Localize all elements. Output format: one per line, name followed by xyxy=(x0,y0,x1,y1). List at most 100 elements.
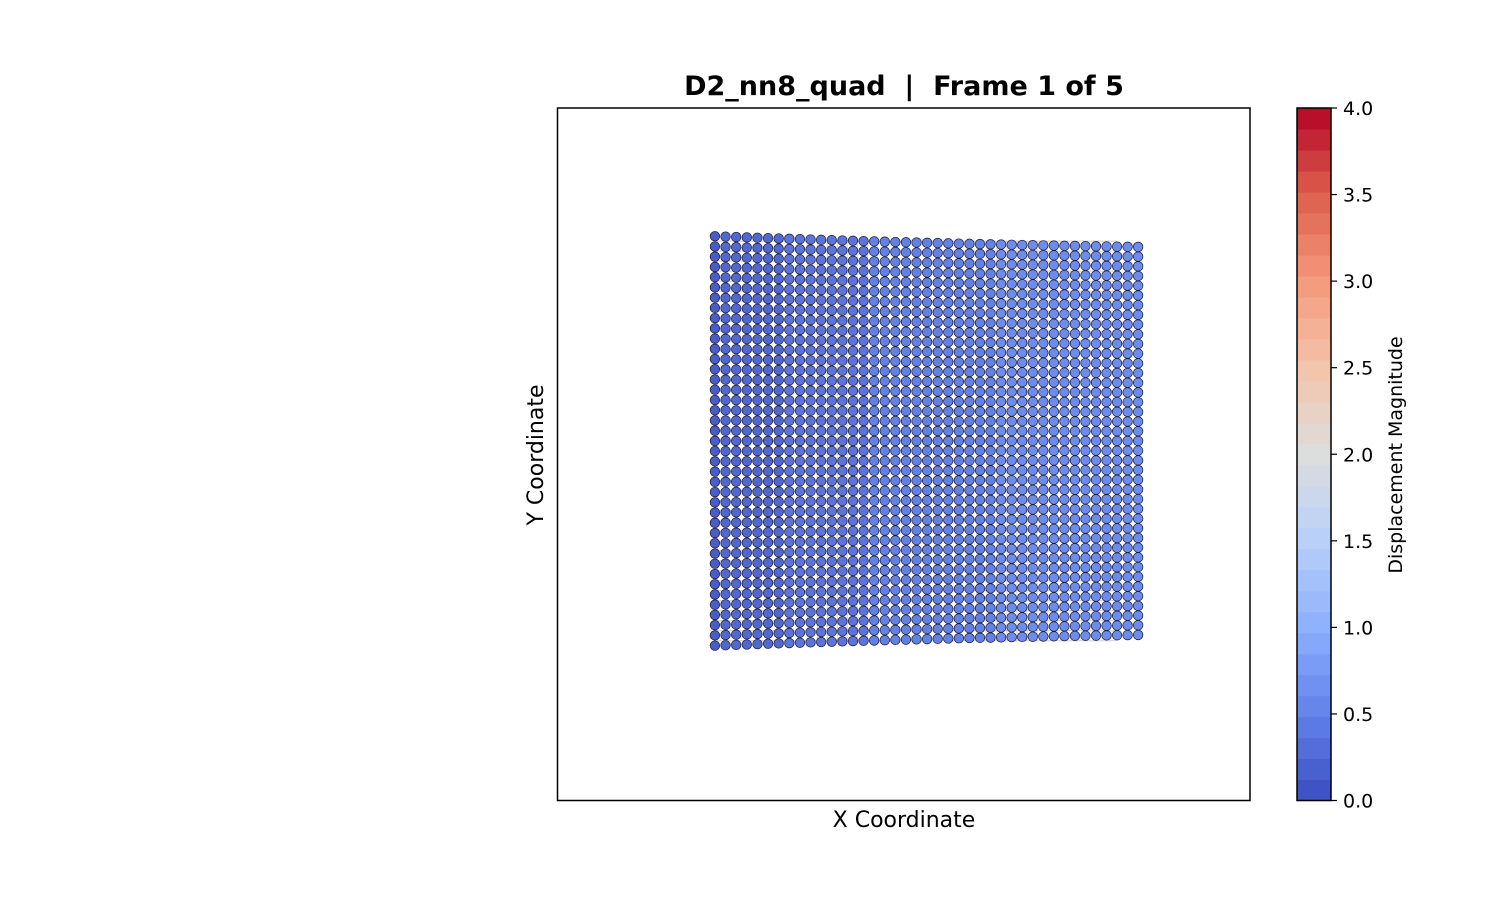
node-point xyxy=(784,567,795,578)
node-point xyxy=(890,575,901,586)
node-point xyxy=(1059,621,1070,632)
node-point xyxy=(932,603,943,615)
node-point xyxy=(879,326,890,337)
node-point xyxy=(1059,250,1070,261)
node-point xyxy=(1132,270,1144,282)
node-point xyxy=(964,425,975,437)
node-point xyxy=(911,316,922,328)
node-point xyxy=(995,514,1007,525)
node-point xyxy=(1006,504,1017,515)
node-point xyxy=(1132,319,1144,330)
node-point xyxy=(1069,328,1081,339)
node-point xyxy=(890,594,901,606)
node-point xyxy=(752,283,763,294)
node-point xyxy=(890,584,901,596)
node-point xyxy=(1111,367,1123,379)
node-point xyxy=(762,344,774,355)
node-point xyxy=(953,376,965,387)
node-point xyxy=(1090,445,1102,456)
node-point xyxy=(858,365,869,377)
node-point xyxy=(752,588,763,599)
node-point xyxy=(720,343,731,355)
node-point xyxy=(879,535,890,546)
node-point xyxy=(1122,523,1133,534)
node-point xyxy=(921,267,933,278)
node-point xyxy=(1069,435,1081,447)
node-point xyxy=(752,334,763,345)
node-point xyxy=(879,306,890,317)
node-point xyxy=(1080,299,1091,310)
node-point xyxy=(1017,563,1028,574)
node-point xyxy=(1038,338,1049,349)
node-point xyxy=(1038,367,1049,378)
node-point xyxy=(995,573,1007,584)
node-point xyxy=(974,622,986,634)
node-point xyxy=(1048,631,1060,642)
node-point xyxy=(858,575,869,586)
node-point xyxy=(1111,532,1123,544)
node-point xyxy=(784,395,795,406)
node-point xyxy=(1006,318,1017,329)
node-point xyxy=(1006,465,1017,476)
node-point xyxy=(932,396,943,407)
node-point xyxy=(720,445,731,457)
node-point xyxy=(816,385,827,396)
node-point xyxy=(985,484,996,496)
node-point xyxy=(1027,269,1038,280)
node-point xyxy=(837,425,848,437)
node-point xyxy=(858,635,869,646)
node-point xyxy=(858,265,869,277)
colorbar-band xyxy=(1297,548,1331,571)
node-point xyxy=(794,617,806,628)
node-point xyxy=(953,317,965,328)
node-point xyxy=(985,327,996,338)
node-point xyxy=(731,282,742,294)
node-point xyxy=(921,475,933,486)
node-point xyxy=(911,624,922,635)
node-point xyxy=(1080,348,1091,359)
node-point xyxy=(1006,475,1017,486)
node-point xyxy=(1069,396,1081,408)
node-point xyxy=(1069,377,1081,388)
node-point xyxy=(869,345,880,357)
node-point xyxy=(964,554,975,565)
node-point xyxy=(900,455,912,466)
node-point xyxy=(890,624,901,636)
node-point xyxy=(741,364,752,375)
node-point xyxy=(1069,621,1081,632)
node-point xyxy=(1132,299,1144,311)
node-point xyxy=(1069,474,1081,486)
node-point xyxy=(773,476,784,487)
node-point xyxy=(1132,329,1144,340)
node-point xyxy=(995,367,1007,378)
node-point xyxy=(953,534,965,545)
node-point xyxy=(837,395,848,406)
node-point xyxy=(1090,309,1102,320)
node-point xyxy=(985,278,996,289)
node-point xyxy=(1048,562,1060,574)
node-point xyxy=(720,384,731,396)
node-point xyxy=(995,484,1007,496)
node-point xyxy=(890,485,901,496)
node-point xyxy=(1006,386,1017,398)
node-point xyxy=(1080,611,1091,622)
node-point xyxy=(932,514,943,526)
node-point xyxy=(1101,630,1112,641)
node-point xyxy=(773,415,784,426)
node-point xyxy=(858,375,869,387)
node-point xyxy=(921,277,933,288)
node-point xyxy=(985,298,996,309)
node-point xyxy=(784,243,795,255)
node-point xyxy=(995,259,1007,270)
node-point xyxy=(847,315,859,326)
node-point xyxy=(964,494,975,506)
node-point xyxy=(869,246,880,257)
node-point xyxy=(869,395,880,407)
node-point xyxy=(1069,445,1081,456)
node-point xyxy=(1111,299,1123,311)
node-point xyxy=(837,305,848,316)
node-point xyxy=(805,617,816,628)
colorbar-band xyxy=(1297,779,1331,802)
node-point xyxy=(911,286,922,298)
node-point xyxy=(752,537,763,548)
